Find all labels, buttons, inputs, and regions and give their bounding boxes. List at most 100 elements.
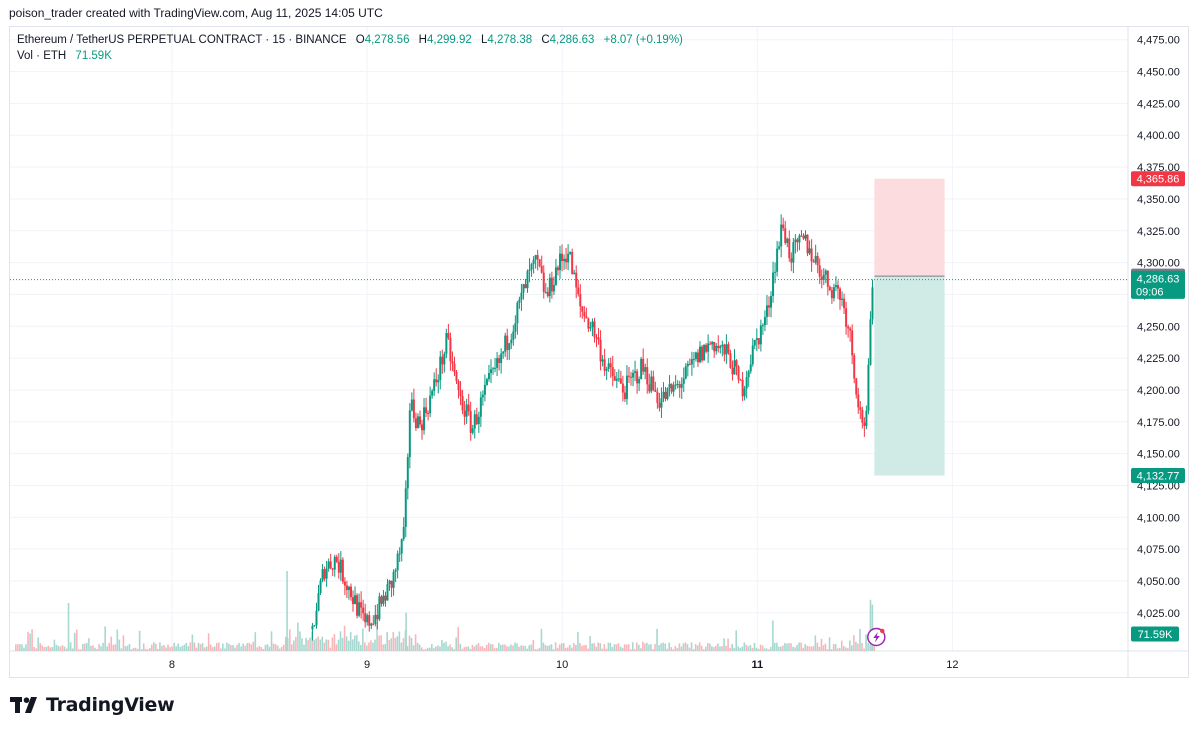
volume-bar <box>55 644 58 651</box>
volume-bar <box>45 646 48 651</box>
volume-bar <box>293 640 295 651</box>
volume-bar <box>327 639 330 651</box>
candle-body <box>607 363 610 369</box>
current-price-label: 4,286.63 <box>1137 273 1180 285</box>
candle-body <box>792 242 795 263</box>
volume-bar <box>782 645 784 651</box>
candle-body <box>412 399 415 419</box>
footer-logo[interactable]: TradingView <box>10 694 175 716</box>
volume-bar <box>431 643 433 651</box>
volume-bar <box>853 635 855 651</box>
candle-body <box>390 580 393 588</box>
volume-bar <box>197 642 200 651</box>
candle-body <box>765 305 768 317</box>
candle-body <box>814 255 817 263</box>
volume-bar <box>489 644 492 651</box>
volume-bar <box>573 642 575 651</box>
candle-body <box>540 265 543 273</box>
candle-body <box>378 596 381 620</box>
volume-bar <box>307 640 309 651</box>
price-tick-label: 4,200.00 <box>1137 385 1180 397</box>
chart-frame[interactable]: 4,475.00 4,450.00 4,425.00 4,400.00 4,375.00… <box>9 26 1189 678</box>
volume-bar <box>420 647 423 651</box>
volume-bar <box>360 644 362 651</box>
candle-body <box>567 253 570 263</box>
volume-bar <box>461 648 464 651</box>
volume-bar <box>859 628 861 651</box>
volume-bar <box>39 643 42 651</box>
volume-bar <box>652 649 654 651</box>
volume-bar <box>534 649 537 651</box>
volume-bar <box>550 644 553 651</box>
volume-bar <box>477 643 480 651</box>
candle-body <box>597 337 600 340</box>
candle-body <box>394 570 397 572</box>
candle-body <box>707 343 710 352</box>
volume-bar <box>455 637 457 651</box>
volume-bar <box>465 646 468 651</box>
candle-body <box>694 352 697 360</box>
candle-body <box>447 333 450 338</box>
volume-bar <box>765 648 768 651</box>
candle-body <box>554 267 557 285</box>
volume-bar <box>715 645 717 651</box>
lightning-bolt <box>873 632 880 643</box>
volume-bar <box>443 642 445 651</box>
volume-bar <box>495 647 498 651</box>
volume-bar <box>388 639 391 651</box>
volume-tag <box>1131 626 1179 642</box>
candle-body <box>487 373 490 380</box>
candle-body <box>826 270 829 287</box>
candle-body <box>609 363 612 368</box>
volume-bar <box>161 645 163 651</box>
volume-bar <box>640 648 642 651</box>
volume-bar <box>449 644 451 651</box>
volume-bar <box>272 643 275 651</box>
legend-symbol[interactable]: Ethereum / TetherUS PERPETUAL CONTRACT ·… <box>17 34 347 46</box>
candle-body <box>867 364 870 411</box>
candle-body <box>741 379 744 397</box>
candle-body <box>782 224 785 229</box>
candle-body <box>810 248 813 262</box>
volume-bar <box>35 648 37 651</box>
volume-bar <box>642 641 644 651</box>
volume-bar <box>871 604 874 651</box>
volume-bar <box>506 646 508 651</box>
legend-close: 4,286.63 <box>549 34 595 46</box>
candle-body <box>402 526 405 540</box>
volume-bar <box>822 645 825 651</box>
candle-body <box>526 271 529 289</box>
current-price-tag <box>1131 270 1185 299</box>
candle-body <box>786 238 789 243</box>
volume-bar <box>43 647 46 651</box>
volume-bar <box>244 645 246 651</box>
volume-bar <box>459 643 462 651</box>
volume-bar <box>794 647 796 651</box>
volume-bar <box>723 638 725 651</box>
stop-loss-zone <box>874 178 945 277</box>
volume-bar <box>41 645 44 651</box>
volume-bar <box>67 603 70 651</box>
volume-bar <box>840 640 843 651</box>
price-tick-label: 4,100.00 <box>1137 512 1180 524</box>
candle-body <box>362 607 365 614</box>
legend-open: 4,278.56 <box>364 34 410 46</box>
candle-body <box>372 623 375 625</box>
volume-bar <box>546 645 549 651</box>
volume-bar <box>800 642 802 651</box>
candle-body <box>621 383 624 393</box>
volume-bar <box>528 645 531 651</box>
volume-bar <box>589 636 591 651</box>
volume-bar <box>830 649 833 651</box>
candle-body <box>851 330 854 356</box>
volume-bar <box>447 646 449 651</box>
volume-bar <box>53 639 56 651</box>
volume-bar <box>619 646 622 651</box>
volume-bar <box>571 647 573 651</box>
candlestick-chart[interactable]: 4,475.00 4,450.00 4,425.00 4,400.00 4,375.00… <box>10 27 1188 677</box>
legend-volume-label[interactable]: Vol · ETH <box>17 50 67 62</box>
volume-bar <box>266 644 269 651</box>
chart-legend: Ethereum / TetherUS PERPETUAL CONTRACT ·… <box>17 32 683 64</box>
candle-body <box>589 327 592 329</box>
legend-symbol-row: Ethereum / TetherUS PERPETUAL CONTRACT ·… <box>17 32 683 48</box>
